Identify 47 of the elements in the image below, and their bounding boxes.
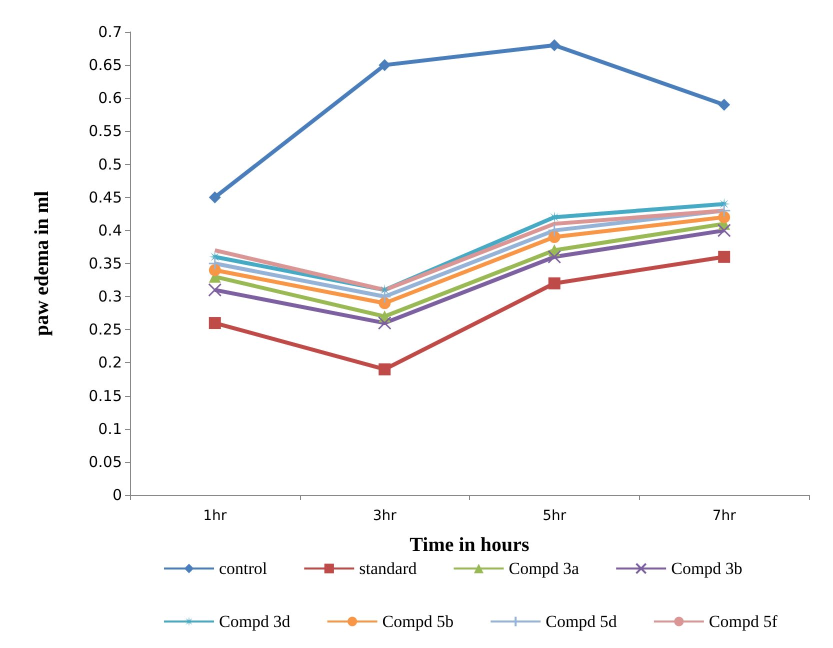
legend-label: Compd 3a bbox=[508, 559, 580, 578]
point bbox=[548, 39, 560, 52]
point bbox=[548, 277, 560, 290]
point bbox=[378, 59, 391, 72]
x-tick-label: 1hr bbox=[203, 508, 227, 524]
point bbox=[208, 264, 221, 276]
point bbox=[378, 363, 391, 376]
x-tick-label: 5hr bbox=[542, 508, 566, 524]
legend-label: Compd 5b bbox=[382, 612, 454, 631]
y-tick-label: 0.2 bbox=[98, 354, 122, 372]
point bbox=[208, 317, 221, 330]
y-tick-label: 0.55 bbox=[88, 122, 122, 140]
legend-label: control bbox=[219, 559, 268, 578]
legend-label: standard bbox=[359, 559, 418, 578]
point bbox=[378, 316, 392, 330]
y-tick-label: 0.65 bbox=[88, 56, 122, 74]
x-axis-title: Time in hours bbox=[410, 534, 530, 556]
y-tick-label: 0.3 bbox=[98, 288, 122, 306]
y-tick-label: 0.1 bbox=[98, 420, 122, 438]
x-tick-label: 3hr bbox=[372, 508, 397, 524]
y-tick-label: 0.05 bbox=[88, 452, 122, 471]
legend-label: Compd 3d bbox=[219, 612, 291, 631]
y-tick-label: 0.25 bbox=[88, 320, 122, 339]
point bbox=[208, 256, 222, 270]
point bbox=[548, 250, 562, 264]
point bbox=[718, 98, 730, 111]
y-tick-label: 0.45 bbox=[88, 188, 122, 206]
x-tick-label: 7hr bbox=[712, 508, 736, 524]
legend-label: Compd 3b bbox=[671, 559, 742, 578]
legend-label: Compd 5d bbox=[546, 612, 618, 631]
point bbox=[718, 211, 730, 224]
point bbox=[718, 250, 730, 263]
y-tick-label: 0 bbox=[112, 486, 122, 504]
y-tick-label: 0.6 bbox=[98, 89, 122, 108]
y-tick-label: 0.4 bbox=[98, 221, 122, 240]
y-tick-label: 0.7 bbox=[98, 23, 122, 41]
point bbox=[378, 297, 391, 310]
point bbox=[208, 283, 222, 297]
legend-label: Compd 5f bbox=[708, 612, 778, 631]
y-tick-label: 0.5 bbox=[98, 155, 122, 174]
point bbox=[717, 204, 731, 218]
y-tick-label: 0.15 bbox=[88, 386, 122, 405]
y-axis-title: paw edema in ml bbox=[31, 190, 53, 336]
point bbox=[717, 224, 731, 238]
point bbox=[548, 231, 560, 244]
y-tick-label: 0.35 bbox=[88, 254, 122, 272]
point bbox=[208, 191, 221, 204]
